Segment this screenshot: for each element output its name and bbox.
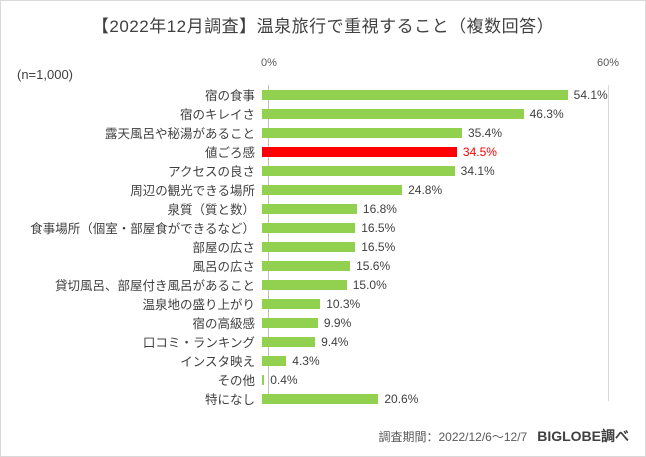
sample-size-label: (n=1,000): [17, 67, 74, 82]
category-label: 宿の食事: [204, 89, 255, 103]
category-label: その他: [217, 374, 255, 388]
bar-row: 宿の食事 54.1%: [1, 85, 645, 104]
category-label: 宿の高級感: [192, 317, 255, 331]
bar-row: 口コミ・ランキング 9.4%: [1, 332, 645, 351]
category-label: 値ごろ感: [204, 146, 255, 160]
bar: [262, 374, 265, 385]
category-label: 食事場所（個室・部屋食ができるなど）: [30, 222, 255, 236]
value-label: 46.3%: [529, 106, 564, 121]
value-label: 9.4%: [321, 334, 349, 349]
bar-track: 24.8%: [262, 180, 601, 199]
bar: [262, 355, 287, 366]
category-label: 宿のキレイさ: [179, 108, 255, 122]
bar-row: 値ごろ感 34.5%: [1, 142, 645, 161]
bar-row: アクセスの良さ 34.1%: [1, 161, 645, 180]
bar-track: 16.5%: [262, 218, 601, 237]
value-label: 34.5%: [462, 144, 497, 159]
bar: [262, 89, 568, 100]
value-label: 0.4%: [270, 372, 298, 387]
bar-row: 温泉地の盛り上がり 10.3%: [1, 294, 645, 313]
category-label: 周辺の観光できる場所: [130, 184, 255, 198]
value-label: 4.3%: [292, 353, 320, 368]
bar: [262, 222, 356, 233]
value-label: 10.3%: [326, 296, 361, 311]
bar-row: 風呂の広さ 15.6%: [1, 256, 645, 275]
bar-row: その他 0.4%: [1, 370, 645, 389]
value-label: 20.6%: [384, 391, 419, 406]
value-label: 24.8%: [408, 182, 443, 197]
bar: [262, 393, 379, 404]
category-label: 風呂の広さ: [192, 260, 255, 274]
bar-track: 16.8%: [262, 199, 601, 218]
survey-period-label: 調査期間：2022/12/6～12/7: [378, 430, 528, 444]
bar-track: 10.3%: [262, 294, 601, 313]
bar-row: インスタ映え 4.3%: [1, 351, 645, 370]
bar: [262, 317, 318, 328]
footer: 調査期間：2022/12/6～12/7 BIGLOBE調べ: [378, 426, 629, 446]
bar: [262, 336, 316, 347]
category-label: 露天風呂や秘湯があること: [104, 127, 255, 141]
chart-title: 【2022年12月調査】温泉旅行で重視すること（複数回答）: [91, 17, 555, 36]
bar: [262, 279, 347, 290]
category-label: インスタ映え: [180, 355, 255, 369]
bar-track: 9.9%: [262, 313, 601, 332]
bar: [262, 298, 321, 309]
bar: [262, 127, 462, 138]
value-label: 15.6%: [356, 258, 391, 273]
bar: [262, 260, 351, 271]
x-axis-tick-min: 0%: [261, 57, 277, 69]
x-axis-tick-max: 60%: [596, 57, 620, 69]
bar-track: 16.5%: [262, 237, 601, 256]
bar-track: 4.3%: [262, 351, 601, 370]
bar-row: 特になし 20.6%: [1, 389, 645, 408]
value-label: 15.0%: [352, 277, 387, 292]
bar-row: 泉質（質と数） 16.8%: [1, 199, 645, 218]
bar: [262, 108, 524, 119]
value-label: 54.1%: [573, 87, 608, 102]
bar-row: 露天風呂や秘湯があること 35.4%: [1, 123, 645, 142]
bar-track: 34.5%: [262, 142, 601, 161]
bar-track: 34.1%: [262, 161, 601, 180]
gridline-60pct: [608, 85, 609, 401]
bar-row: 貸切風呂、部屋付き風呂があること 15.0%: [1, 275, 645, 294]
category-label: アクセスの良さ: [168, 165, 255, 179]
bar: [262, 165, 455, 176]
bar-rows: 宿の食事 54.1% 宿のキレイさ 46.3% 露天風呂や秘湯があること 35.4% 値ごろ…: [1, 85, 645, 408]
category-label: 泉質（質と数）: [167, 203, 255, 217]
category-label: 特になし: [204, 393, 255, 407]
category-label: 口コミ・ランキング: [142, 336, 255, 350]
bar-track: 54.1%: [262, 85, 608, 104]
bar-track: 46.3%: [262, 104, 601, 123]
bar-track: 15.6%: [262, 256, 601, 275]
plot-area: 宿の食事 54.1% 宿のキレイさ 46.3% 露天風呂や秘湯があること 35.4% 値ごろ…: [1, 85, 645, 408]
bar-track: 35.4%: [262, 123, 601, 142]
category-label: 貸切風呂、部屋付き風呂があること: [54, 279, 255, 293]
value-label: 16.5%: [361, 239, 396, 254]
bar-track: 20.6%: [262, 389, 601, 408]
value-label: 9.9%: [323, 315, 352, 330]
bar-row: 部屋の広さ 16.5%: [1, 237, 645, 256]
value-label: 16.5%: [361, 220, 396, 235]
bar-row: 周辺の観光できる場所 24.8%: [1, 180, 645, 199]
bar-row: 宿の高級感 9.9%: [1, 313, 645, 332]
bar: [262, 241, 356, 252]
bar-row: 食事場所（個室・部屋食ができるなど） 16.5%: [1, 218, 645, 237]
value-label: 35.4%: [468, 125, 503, 140]
bar: [262, 203, 357, 214]
bar-row: 宿のキレイさ 46.3%: [1, 104, 645, 123]
category-label: 温泉地の盛り上がり: [142, 298, 255, 312]
bar-highlighted: [262, 146, 457, 157]
value-label: 16.8%: [362, 201, 397, 216]
category-label: 部屋の広さ: [192, 241, 255, 255]
bar-track: 0.4%: [262, 370, 601, 389]
bar: [262, 184, 403, 195]
source-credit-label: BIGLOBE調べ: [537, 428, 629, 444]
value-label: 34.1%: [460, 163, 495, 178]
bar-track: 15.0%: [262, 275, 601, 294]
bar-track: 9.4%: [262, 332, 601, 351]
